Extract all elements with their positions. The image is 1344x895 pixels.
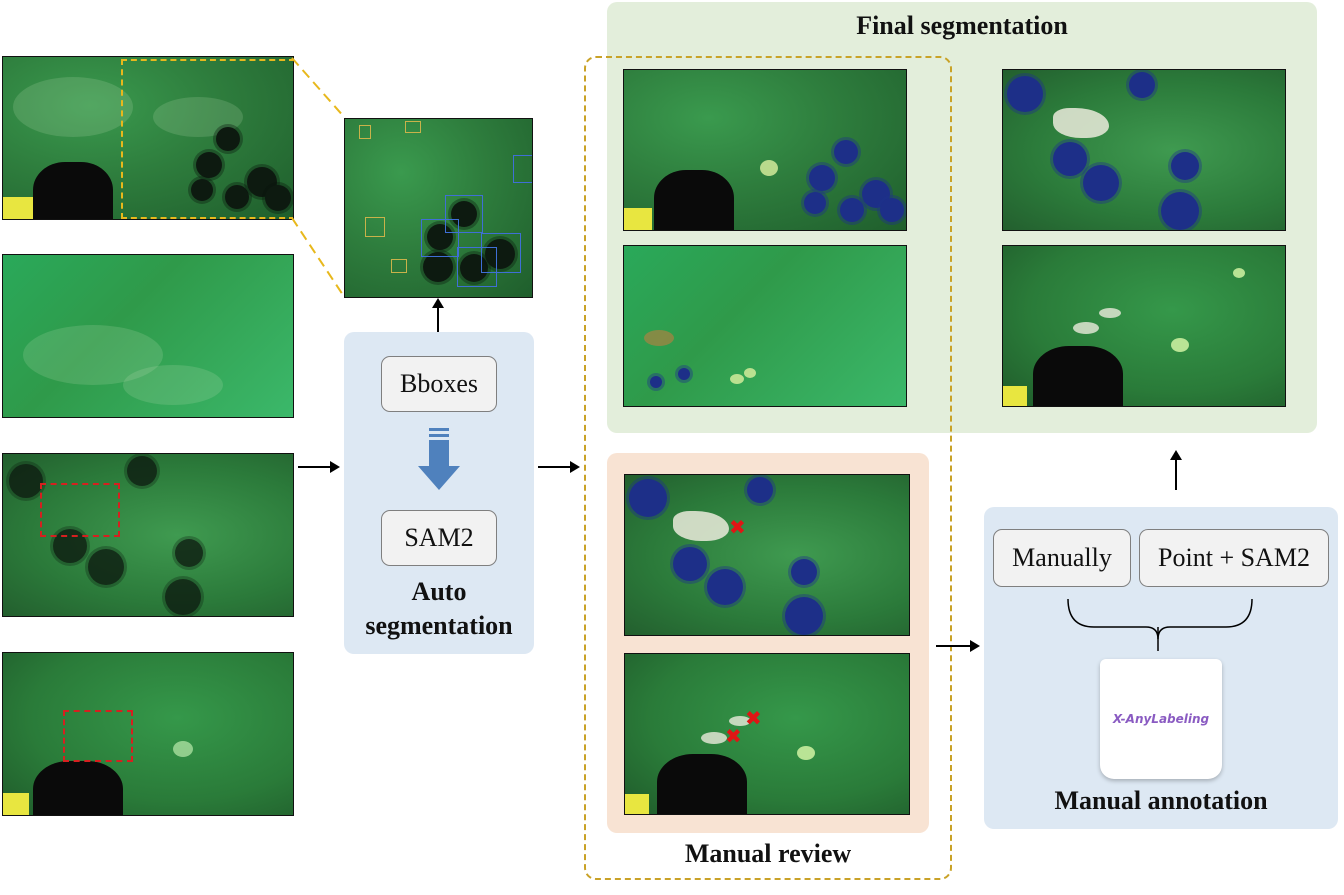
up-arrow-icon bbox=[1170, 450, 1182, 490]
zoom-region-box bbox=[121, 59, 293, 219]
input-image-2 bbox=[2, 254, 294, 418]
right-arrow-icon bbox=[298, 461, 340, 473]
x-anylabeling-label: X-AnyLabeling bbox=[1112, 712, 1210, 726]
input-image-3 bbox=[2, 453, 294, 617]
point-sam2-option: Point + SAM2 bbox=[1139, 529, 1329, 587]
final-image-2 bbox=[623, 245, 907, 407]
error-x-icon: ✖ bbox=[745, 706, 762, 730]
final-image-1 bbox=[623, 69, 907, 231]
input-image-4 bbox=[2, 652, 294, 816]
bboxes-label: Bboxes bbox=[400, 369, 478, 398]
final-segmentation-title: Final segmentation bbox=[856, 11, 1068, 40]
sam2-label: SAM2 bbox=[404, 523, 474, 552]
auto-seg-title-line1: Auto bbox=[411, 577, 467, 606]
manual-annotation-panel: Manually Point + SAM2 X-AnyLabeling Manu… bbox=[984, 507, 1338, 829]
error-region-box bbox=[63, 710, 133, 762]
review-image-1: ✖ bbox=[624, 474, 910, 636]
manually-option: Manually bbox=[993, 529, 1131, 587]
point-sam2-label: Point + SAM2 bbox=[1158, 543, 1310, 572]
bboxes-box: Bboxes bbox=[381, 356, 497, 412]
review-image-2: ✖ ✖ bbox=[624, 653, 910, 815]
sam2-box: SAM2 bbox=[381, 510, 497, 566]
auto-seg-title-line2: segmentation bbox=[365, 611, 513, 640]
manual-review-outline bbox=[584, 56, 952, 880]
down-arrow-icon bbox=[418, 428, 460, 490]
error-region-box bbox=[40, 483, 120, 537]
up-arrow-icon bbox=[432, 298, 444, 332]
brace-icon bbox=[1067, 598, 1253, 651]
final-image-4 bbox=[1002, 245, 1286, 407]
input-image-1 bbox=[2, 56, 294, 220]
x-anylabeling-logo: X-AnyLabeling bbox=[1100, 659, 1222, 779]
auto-segmentation-panel: Bboxes SAM2 Auto segmentation bbox=[344, 332, 534, 654]
error-x-icon: ✖ bbox=[729, 515, 746, 539]
error-x-icon: ✖ bbox=[725, 724, 742, 748]
right-arrow-icon bbox=[936, 640, 980, 652]
bbox-image bbox=[344, 118, 533, 298]
right-arrow-icon bbox=[538, 461, 580, 473]
manual-review-title: Manual review bbox=[684, 839, 852, 868]
final-image-3 bbox=[1002, 69, 1286, 231]
manually-label: Manually bbox=[1012, 543, 1112, 572]
manual-annotation-title: Manual annotation bbox=[1054, 786, 1268, 815]
